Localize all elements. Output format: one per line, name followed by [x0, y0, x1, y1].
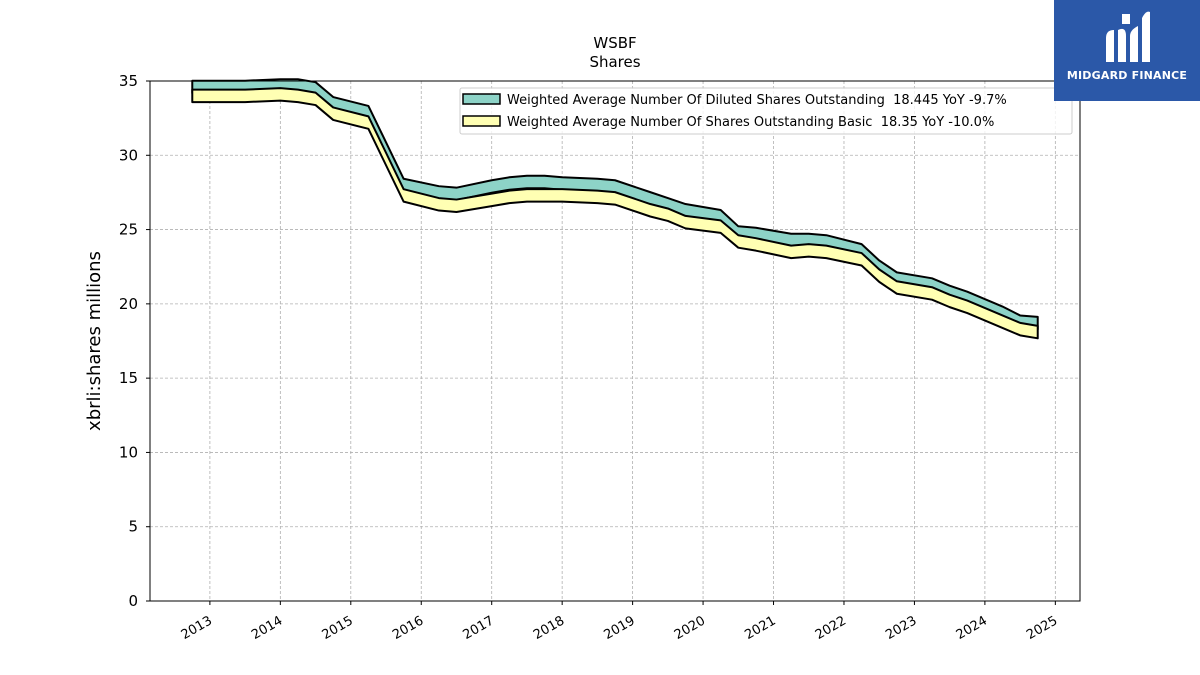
- y-tick-label: 35: [119, 72, 138, 90]
- logo-mark-icon: [1106, 11, 1150, 63]
- y-tick-label: 10: [119, 443, 138, 461]
- legend-swatch-diluted: [462, 93, 501, 105]
- logo-text: MIDGARD FINANCE: [1066, 69, 1188, 82]
- y-tick-label: 0: [128, 592, 138, 610]
- legend: Weighted Average Number Of Diluted Share…: [459, 87, 1073, 135]
- legend-swatch-basic: [462, 115, 501, 127]
- series-basic-band: [191, 87, 1039, 340]
- legend-label-basic: Weighted Average Number Of Shares Outsta…: [507, 115, 994, 130]
- chart-subtitle: Shares: [589, 53, 640, 71]
- legend-label-diluted: Weighted Average Number Of Diluted Share…: [507, 93, 1007, 108]
- y-axis-label: xbrli:shares millions: [84, 251, 105, 431]
- y-tick-label: 5: [128, 518, 138, 536]
- legend-box: [459, 87, 1073, 135]
- y-tick-label: 25: [119, 221, 138, 239]
- chart-title: WSBF: [593, 34, 636, 52]
- plot-frame: [149, 80, 1081, 602]
- series-layer: [191, 78, 1039, 340]
- y-tick-label: 30: [119, 146, 138, 164]
- y-tick-label: 15: [119, 369, 138, 387]
- y-axis: 0 5 10 15 20 25 30 35: [119, 72, 150, 610]
- midgard-finance-logo: MIDGARD FINANCE: [1054, 0, 1200, 101]
- grid: [150, 80, 1080, 601]
- y-tick-label: 20: [119, 295, 138, 313]
